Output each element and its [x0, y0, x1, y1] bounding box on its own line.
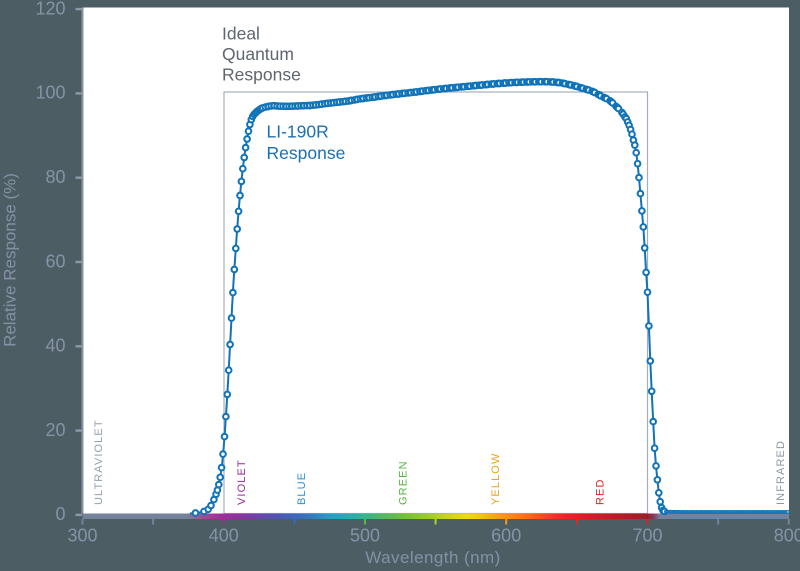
svg-text:RED: RED: [595, 478, 607, 505]
svg-text:Ideal: Ideal: [222, 24, 260, 44]
svg-text:800: 800: [774, 525, 800, 545]
svg-text:40: 40: [45, 336, 65, 356]
svg-text:400: 400: [209, 525, 239, 545]
svg-text:80: 80: [45, 167, 65, 187]
svg-text:BLUE: BLUE: [296, 472, 308, 505]
svg-text:500: 500: [350, 525, 380, 545]
svg-text:300: 300: [67, 525, 97, 545]
svg-text:LI-190R: LI-190R: [267, 122, 329, 142]
svg-text:YELLOW: YELLOW: [490, 453, 502, 505]
svg-text:Quantum: Quantum: [222, 44, 294, 64]
svg-text:100: 100: [35, 83, 65, 103]
svg-text:ULTRAVIOLET: ULTRAVIOLET: [93, 419, 105, 505]
svg-text:Wavelength (nm): Wavelength (nm): [365, 548, 501, 567]
svg-text:700: 700: [632, 525, 662, 545]
svg-text:0: 0: [55, 504, 65, 524]
svg-text:20: 20: [45, 420, 65, 440]
svg-text:60: 60: [45, 251, 65, 271]
svg-text:Response: Response: [222, 65, 301, 85]
svg-text:Relative Response (%): Relative Response (%): [1, 173, 20, 347]
svg-text:Response: Response: [267, 143, 346, 163]
svg-text:120: 120: [35, 0, 65, 18]
svg-text:VIOLET: VIOLET: [236, 459, 248, 505]
svg-text:INFRARED: INFRARED: [775, 440, 787, 505]
svg-text:GREEN: GREEN: [398, 460, 410, 505]
svg-text:600: 600: [491, 525, 521, 545]
